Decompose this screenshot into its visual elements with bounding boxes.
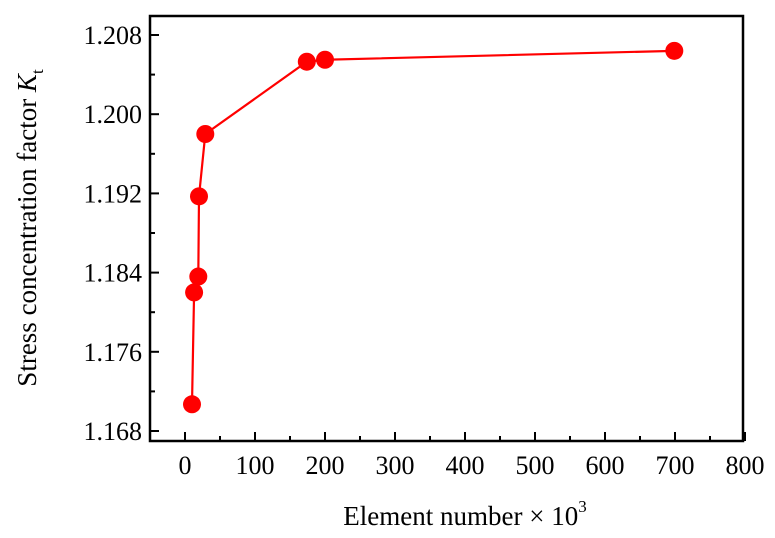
data-point: [665, 41, 684, 60]
x-tick-label: 0: [179, 451, 192, 480]
x-tick-label: 800: [726, 451, 765, 480]
data-series: [183, 41, 684, 414]
major-ticks: [150, 34, 746, 441]
x-tick-label: 600: [586, 451, 625, 480]
x-axis-title: Element number × 103: [343, 497, 586, 531]
data-point: [316, 50, 334, 69]
data-point: [297, 52, 316, 71]
data-point: [196, 125, 215, 143]
data-point: [183, 395, 201, 414]
y-tick-label: 1.176: [84, 338, 143, 367]
y-tick-label: 1.192: [84, 179, 143, 208]
x-tick-label: 700: [656, 451, 695, 480]
y-tick-label: 1.168: [84, 417, 143, 446]
x-tick-label: 400: [446, 451, 485, 480]
x-tick-label: 300: [376, 451, 415, 480]
x-tick-label: 100: [236, 451, 275, 480]
y-tick-label: 1.208: [84, 21, 143, 50]
data-point: [185, 283, 204, 302]
y-tick-label: 1.200: [84, 100, 143, 129]
y-tick-label: 1.184: [84, 259, 143, 288]
x-tick-label: 200: [306, 451, 345, 480]
y-tick-labels: 1.168 1.176 1.184 1.192 1.200 1.208: [84, 21, 143, 446]
plot-frame: [148, 14, 745, 443]
data-point: [190, 187, 208, 206]
minor-ticks: [150, 73, 711, 441]
y-axis-title: Stress concentration factor Kt: [12, 69, 47, 387]
x-tick-labels: 0 100 200 300 400 500 600 700 800: [179, 451, 765, 480]
data-point: [189, 267, 208, 286]
series-line: [190, 49, 675, 405]
x-tick-label: 500: [516, 451, 555, 480]
